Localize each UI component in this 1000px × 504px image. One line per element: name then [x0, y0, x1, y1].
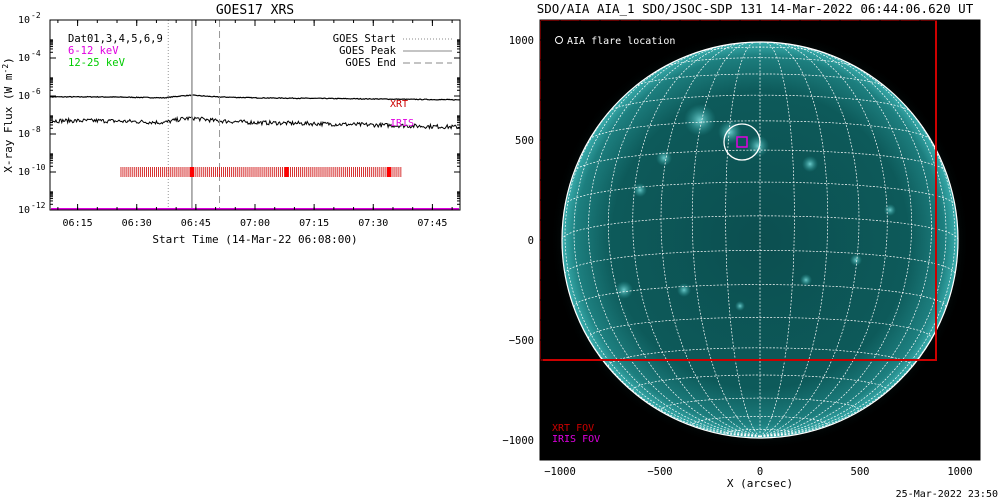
aia-markers: [540, 20, 937, 361]
flare-location-legend: AIA flare location: [567, 36, 675, 47]
longitude-line: [759, 52, 947, 437]
x-tick-label: 07:45: [417, 218, 447, 229]
goes-overlays: [51, 20, 459, 210]
longitude-line: [759, 41, 829, 437]
aia-axis-ticks: −1000 −500 0 500 1000 −1000 −500 0 500 1000: [502, 20, 980, 478]
active-region: [677, 283, 691, 297]
active-region: [800, 274, 812, 286]
y-tick-exponent: -12: [31, 201, 46, 210]
longitude-line: [759, 42, 888, 437]
active-region: [884, 204, 896, 216]
x-tick-label: 06:15: [63, 218, 93, 229]
aia-x-tick-label: −500: [647, 466, 672, 478]
x-tick-label: 07:30: [358, 218, 388, 229]
aia-y-tick-label: 0: [528, 235, 534, 247]
y-tick-exponent: -6: [31, 87, 41, 96]
latitude-line: [561, 215, 959, 241]
x-tick-label: 06:30: [122, 218, 152, 229]
y-tick-label: 10: [18, 91, 30, 102]
longitude-line: [759, 46, 932, 437]
xrt-observation-highlight: [189, 167, 194, 177]
goes-x-axis-label: Start Time (14-Mar-22 06:08:00): [152, 233, 357, 246]
active-region: [802, 156, 818, 172]
y-tick-exponent: -8: [31, 125, 41, 134]
aia-x-tick-label: −1000: [544, 466, 576, 478]
flux-line-12-25kev: [50, 114, 460, 131]
aia-x-tick-label: 1000: [947, 466, 972, 478]
active-region: [656, 150, 672, 166]
active-region: [850, 254, 862, 266]
xrt-fov-box: [540, 20, 937, 361]
iris-fov-box: [736, 136, 748, 148]
y-tick-exponent: -10: [31, 163, 46, 172]
longitude-line: [588, 46, 761, 437]
y-tick-label: 10: [18, 53, 30, 64]
limb-circle: [561, 41, 959, 439]
aia-x-tick-label: 500: [851, 466, 870, 478]
latitude-line: [564, 181, 956, 206]
longitude-line: [759, 239, 959, 437]
latitude-line: [564, 250, 956, 275]
longitude-line: [660, 42, 761, 437]
longitude-line: [759, 44, 913, 437]
legend-goes-end: GOES End: [345, 57, 396, 69]
heliographic-grid: [561, 41, 959, 439]
x-tick-label: 06:45: [181, 218, 211, 229]
aia-x-tick-label: 0: [757, 466, 763, 478]
aia-image-panel: SDO/AIA AIA_1 SDO/JSOC-SDP 131 14-Mar-20…: [502, 1, 998, 500]
active-region: [735, 301, 745, 311]
legend-goes-start: GOES Start: [333, 33, 396, 45]
y-tick-exponent: -2: [31, 11, 41, 20]
longitude-line: [759, 41, 795, 437]
plot-timestamp: 25-Mar-2022 23:50: [896, 489, 998, 500]
aia-y-tick-label: −1000: [502, 435, 534, 447]
xrt-curve-label: XRT: [390, 99, 408, 110]
active-region: [684, 104, 716, 136]
y-tick-exponent: -4: [31, 49, 41, 58]
iris-curve-label: IRIS: [390, 118, 414, 129]
goes-plot-area: [50, 94, 460, 131]
longitude-line: [564, 78, 761, 437]
active-region: [747, 135, 769, 157]
xrt-observation-highlight: [387, 167, 392, 177]
xrt-observation-highlight: [284, 167, 289, 177]
longitude-line: [691, 41, 761, 437]
legend-goes-peak: GOES Peak: [339, 45, 397, 57]
legend-6-12kev: 6-12 keV: [68, 45, 119, 57]
aia-y-tick-label: 500: [515, 135, 534, 147]
flux-line-6-12kev: [50, 94, 460, 101]
flare-location-marker: [723, 123, 761, 161]
latitude-line: [634, 73, 886, 88]
goes-y-axis-label: X-ray Flux (W m-2): [1, 57, 15, 173]
x-tick-label: 07:00: [240, 218, 270, 229]
aia-y-tick-label: 1000: [509, 35, 534, 47]
y-tick-label: 10: [18, 167, 30, 178]
x-tick-label: 07:15: [299, 218, 329, 229]
active-region: [615, 281, 633, 299]
aia-y-tick-label: −500: [509, 335, 534, 347]
y-tick-label: 10: [18, 205, 30, 216]
longitude-line: [607, 44, 761, 437]
legend-detectors: Dat01,3,4,5,6,9: [68, 33, 163, 45]
longitude-line: [561, 239, 761, 437]
longitude-line: [573, 52, 761, 437]
y-tick-label: 10: [18, 129, 30, 140]
flare-location-legend-icon: [555, 36, 563, 44]
longitude-line: [632, 42, 761, 437]
xrt-fov-label: XRT FOV: [552, 423, 594, 434]
goes-chart-title: GOES17 XRS: [216, 3, 294, 18]
aia-image-title: SDO/AIA AIA_1 SDO/JSOC-SDP 131 14-Mar-20…: [537, 1, 974, 16]
aia-x-axis-label: X (arcsec): [727, 477, 793, 490]
longitude-line: [759, 42, 860, 437]
longitude-line: [759, 78, 956, 437]
y-tick-label: 10: [18, 15, 30, 26]
longitude-line: [725, 41, 761, 437]
iris-fov-label: IRIS FOV: [552, 434, 600, 445]
legend-12-25kev: 12-25 keV: [68, 57, 126, 69]
